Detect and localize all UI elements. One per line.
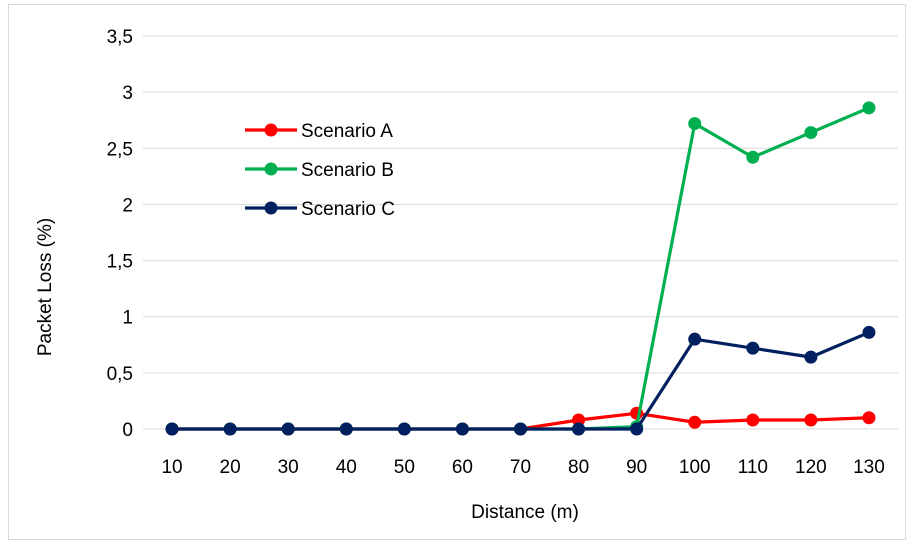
y-tick-label: 1 <box>122 308 133 329</box>
data-point <box>746 150 760 164</box>
legend-item: Scenario A <box>245 121 393 142</box>
y-tick-label: 2 <box>122 195 133 216</box>
legend-marker <box>264 162 278 176</box>
legend: Scenario A Scenario B Scenario C <box>245 121 395 220</box>
y-tick-label: 0 <box>122 420 133 441</box>
data-point <box>862 411 876 425</box>
data-point <box>281 422 295 436</box>
legend-label: Scenario C <box>301 199 395 220</box>
x-tick-label: 60 <box>452 457 473 478</box>
x-tick-label: 80 <box>568 457 589 478</box>
data-point <box>572 413 586 427</box>
series-lines <box>165 101 876 436</box>
data-point <box>339 422 353 436</box>
data-point <box>688 415 702 429</box>
y-tick-label: 0,5 <box>107 364 133 385</box>
data-point <box>165 422 179 436</box>
legend-marker <box>264 123 278 137</box>
data-point <box>804 413 818 427</box>
data-point <box>455 422 469 436</box>
data-point <box>688 332 702 346</box>
x-tick-label: 110 <box>738 457 768 478</box>
x-tick-label: 10 <box>161 457 182 478</box>
data-point <box>223 422 237 436</box>
x-tick-label: 30 <box>278 457 299 478</box>
series-scenario-c <box>165 325 876 436</box>
data-point <box>514 422 527 436</box>
data-point <box>862 325 876 339</box>
x-axis-ticks: 10 20 30 40 50 60 70 80 90 100 110 120 130 <box>161 457 884 478</box>
y-axis-ticks: 0 0,5 1 1,5 2 2,5 3 3,5 <box>107 27 133 441</box>
y-tick-label: 1,5 <box>107 252 133 273</box>
x-axis-title: Distance (m) <box>471 502 579 523</box>
data-point <box>862 101 876 115</box>
x-tick-label: 70 <box>510 457 531 478</box>
y-tick-label: 3,5 <box>107 27 133 48</box>
data-point <box>572 422 586 436</box>
x-tick-label: 130 <box>853 457 885 478</box>
x-tick-label: 120 <box>795 457 827 478</box>
legend-label: Scenario B <box>301 160 394 181</box>
legend-item: Scenario B <box>245 160 394 181</box>
series-scenario-b <box>165 101 876 436</box>
data-point <box>804 350 818 364</box>
y-tick-label: 3 <box>122 83 133 104</box>
series-line <box>172 106 870 431</box>
y-tick-label: 2,5 <box>107 139 133 160</box>
chart-frame <box>8 4 906 540</box>
legend-label: Scenario A <box>301 121 393 142</box>
data-point <box>746 341 760 355</box>
y-axis-title: Packet Loss (%) <box>35 218 56 356</box>
x-tick-label: 90 <box>626 457 647 478</box>
data-point <box>688 117 702 131</box>
data-point <box>804 126 818 140</box>
x-tick-label: 20 <box>220 457 241 478</box>
data-point <box>397 422 411 436</box>
x-tick-label: 40 <box>336 457 357 478</box>
series-line <box>172 330 870 431</box>
data-point <box>630 422 644 436</box>
gridlines <box>143 35 898 430</box>
x-tick-label: 100 <box>679 457 711 478</box>
legend-item: Scenario C <box>245 199 395 220</box>
data-point <box>746 413 760 427</box>
legend-marker <box>264 201 278 215</box>
x-tick-label: 50 <box>394 457 415 478</box>
